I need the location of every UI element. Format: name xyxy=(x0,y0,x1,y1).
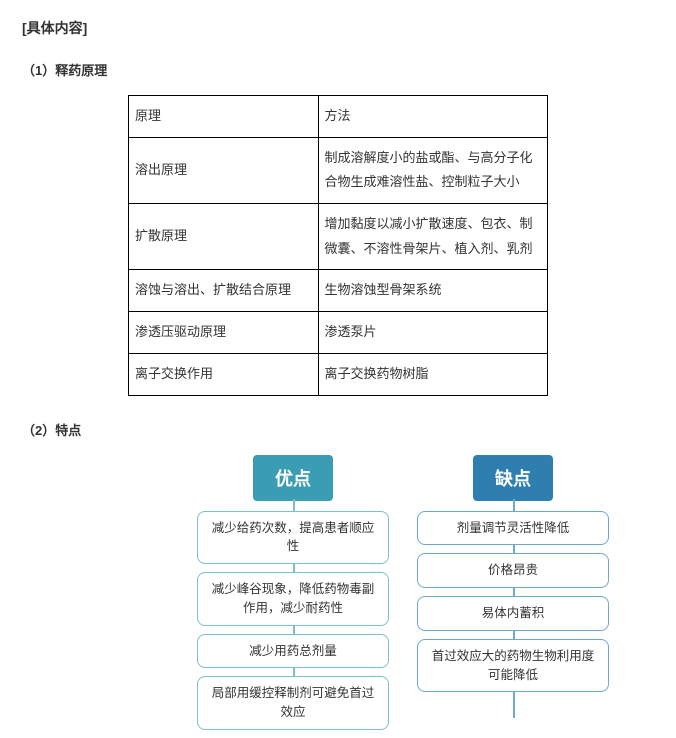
advantages-column: 优点 减少给药次数，提高患者顺应性 减少峰谷现象，降低药物毒副作用，减少耐药性 … xyxy=(197,455,389,738)
table-row: 原理 方法 xyxy=(129,96,548,138)
table-wrapper: 原理 方法 溶出原理 制成溶解度小的盐或酯、与高分子化合物生成难溶性盐、控制粒子… xyxy=(22,95,676,396)
advantages-header: 优点 xyxy=(253,455,333,501)
table-row: 溶出原理 制成溶解度小的盐或酯、与高分子化合物生成难溶性盐、控制粒子大小 xyxy=(129,137,548,203)
table-header-cell: 方法 xyxy=(318,96,547,138)
list-item: 减少峰谷现象，降低药物毒副作用，减少耐药性 xyxy=(197,572,389,626)
table-cell: 离子交换作用 xyxy=(129,353,319,395)
table-cell: 制成溶解度小的盐或酯、与高分子化合物生成难溶性盐、控制粒子大小 xyxy=(318,137,547,203)
table-cell: 溶出原理 xyxy=(129,137,319,203)
table-row: 离子交换作用 离子交换药物树脂 xyxy=(129,353,548,395)
list-item: 价格昂贵 xyxy=(417,553,609,588)
table-header-cell: 原理 xyxy=(129,96,319,138)
table-cell: 生物溶蚀型骨架系统 xyxy=(318,270,547,312)
table-cell: 渗透压驱动原理 xyxy=(129,312,319,354)
table-cell: 渗透泵片 xyxy=(318,312,547,354)
page-title: [具体内容] xyxy=(22,18,676,38)
list-item: 减少用药总剂量 xyxy=(197,634,389,669)
list-item: 减少给药次数，提高患者顺应性 xyxy=(197,511,389,565)
table-cell: 离子交换药物树脂 xyxy=(318,353,547,395)
list-item: 首过效应大的药物生物利用度可能降低 xyxy=(417,639,609,693)
table-cell: 溶蚀与溶出、扩散结合原理 xyxy=(129,270,319,312)
disadvantages-column: 缺点 剂量调节灵活性降低 价格昂贵 易体内蓄积 首过效应大的药物生物利用度可能降… xyxy=(417,455,609,738)
table-cell: 扩散原理 xyxy=(129,204,319,270)
principles-table: 原理 方法 溶出原理 制成溶解度小的盐或酯、与高分子化合物生成难溶性盐、控制粒子… xyxy=(128,95,548,396)
table-row: 渗透压驱动原理 渗透泵片 xyxy=(129,312,548,354)
table-row: 扩散原理 增加黏度以减小扩散速度、包衣、制微囊、不溶性骨架片、植入剂、乳剂 xyxy=(129,204,548,270)
section1-heading: （1）释药原理 xyxy=(22,60,676,79)
list-item: 易体内蓄积 xyxy=(417,596,609,631)
section2-heading: （2）特点 xyxy=(22,420,676,439)
table-cell: 增加黏度以减小扩散速度、包衣、制微囊、不溶性骨架片、植入剂、乳剂 xyxy=(318,204,547,270)
features-diagram: 优点 减少给药次数，提高患者顺应性 减少峰谷现象，降低药物毒副作用，减少耐药性 … xyxy=(22,455,676,738)
disadvantages-header: 缺点 xyxy=(473,455,553,501)
table-row: 溶蚀与溶出、扩散结合原理 生物溶蚀型骨架系统 xyxy=(129,270,548,312)
list-item: 剂量调节灵活性降低 xyxy=(417,511,609,546)
list-item: 局部用缓控释制剂可避免首过效应 xyxy=(197,676,389,730)
